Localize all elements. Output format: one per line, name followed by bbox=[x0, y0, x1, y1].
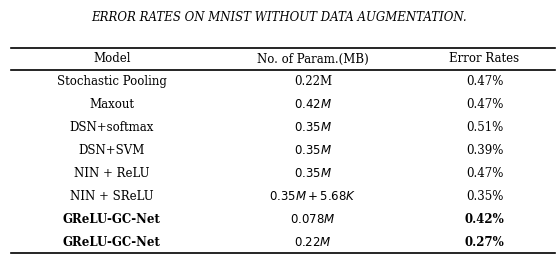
Text: $0.22M$: $0.22M$ bbox=[295, 235, 332, 248]
Text: 0.51%: 0.51% bbox=[466, 121, 503, 134]
Text: $0.35M$: $0.35M$ bbox=[294, 144, 332, 157]
Text: NIN + ReLU: NIN + ReLU bbox=[74, 167, 150, 180]
Text: DSN+SVM: DSN+SVM bbox=[79, 144, 145, 157]
Text: Error Rates: Error Rates bbox=[449, 53, 519, 65]
Text: ERROR RATES ON MNIST WITHOUT DATA AUGMENTATION.: ERROR RATES ON MNIST WITHOUT DATA AUGMEN… bbox=[91, 11, 467, 23]
Text: 0.35%: 0.35% bbox=[466, 190, 503, 203]
Text: $0.35M$: $0.35M$ bbox=[294, 121, 332, 134]
Text: No. of Param.(MB): No. of Param.(MB) bbox=[257, 53, 369, 65]
Text: 0.47%: 0.47% bbox=[466, 98, 503, 111]
Text: GReLU-GC-Net: GReLU-GC-Net bbox=[63, 235, 161, 248]
Text: 0.47%: 0.47% bbox=[466, 167, 503, 180]
Text: 0.47%: 0.47% bbox=[466, 75, 503, 88]
Text: $0.35M+5.68K$: $0.35M+5.68K$ bbox=[270, 190, 357, 203]
Text: $0.35M$: $0.35M$ bbox=[294, 167, 332, 180]
Text: 0.22M: 0.22M bbox=[294, 75, 332, 88]
Text: 0.42%: 0.42% bbox=[465, 213, 504, 226]
Text: 0.27%: 0.27% bbox=[465, 235, 504, 248]
Text: Stochastic Pooling: Stochastic Pooling bbox=[57, 75, 167, 88]
Text: $0.42M$: $0.42M$ bbox=[294, 98, 332, 111]
Text: 0.39%: 0.39% bbox=[466, 144, 503, 157]
Text: Maxout: Maxout bbox=[89, 98, 134, 111]
Text: Model: Model bbox=[93, 53, 131, 65]
Text: GReLU-GC-Net: GReLU-GC-Net bbox=[63, 213, 161, 226]
Text: $0.078M$: $0.078M$ bbox=[290, 213, 336, 226]
Text: NIN + SReLU: NIN + SReLU bbox=[70, 190, 153, 203]
Text: DSN+softmax: DSN+softmax bbox=[70, 121, 154, 134]
